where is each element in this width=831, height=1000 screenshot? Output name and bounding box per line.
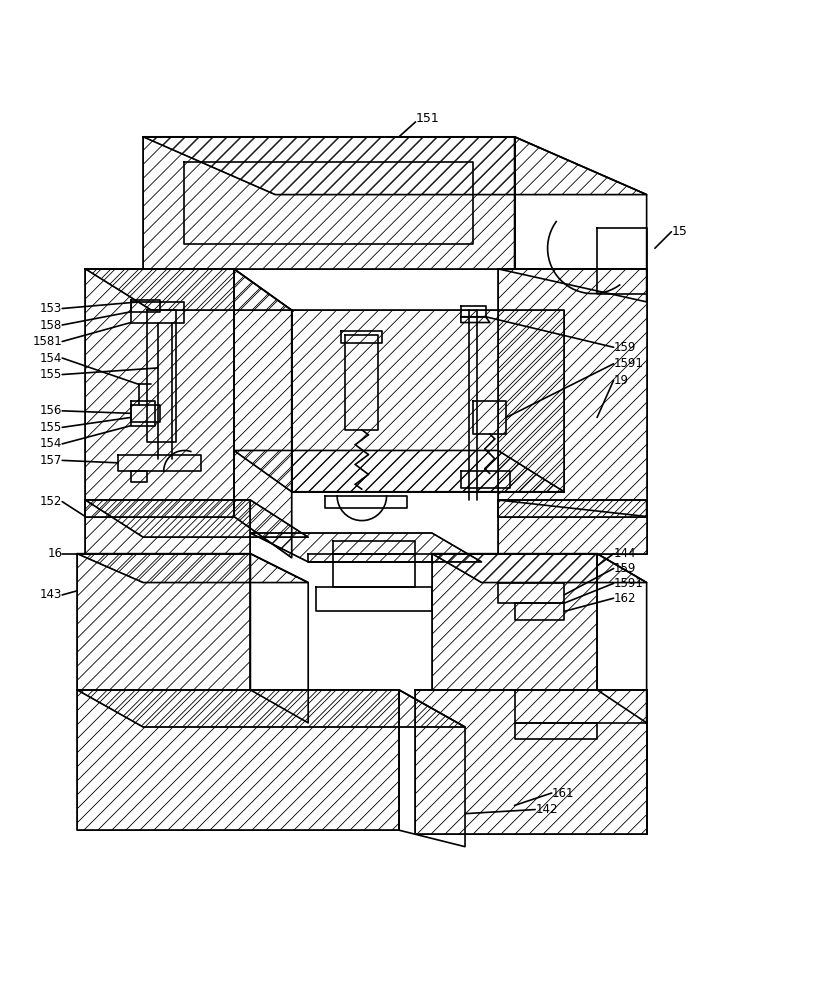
Polygon shape <box>77 690 465 727</box>
Text: 151: 151 <box>416 112 440 125</box>
Polygon shape <box>86 500 250 554</box>
Polygon shape <box>77 554 308 583</box>
Polygon shape <box>250 533 481 562</box>
Text: 1591: 1591 <box>613 357 643 370</box>
Text: 154: 154 <box>40 437 62 450</box>
Polygon shape <box>86 500 308 537</box>
Text: 161: 161 <box>552 787 574 800</box>
Polygon shape <box>498 500 647 554</box>
Text: 142: 142 <box>535 803 558 816</box>
Text: 162: 162 <box>613 592 636 605</box>
Polygon shape <box>292 310 564 492</box>
Polygon shape <box>498 269 647 517</box>
Text: 152: 152 <box>40 495 62 508</box>
Polygon shape <box>143 137 514 269</box>
Text: 155: 155 <box>40 421 62 434</box>
Polygon shape <box>432 554 647 583</box>
Text: 158: 158 <box>40 319 62 332</box>
Polygon shape <box>86 269 234 517</box>
Text: 156: 156 <box>40 404 62 417</box>
Text: 15: 15 <box>671 225 687 238</box>
Polygon shape <box>143 137 647 195</box>
Text: 155: 155 <box>40 368 62 381</box>
Polygon shape <box>77 690 399 830</box>
Text: 159: 159 <box>613 341 636 354</box>
Text: 153: 153 <box>40 302 62 315</box>
Text: 1591: 1591 <box>613 577 643 590</box>
Text: 159: 159 <box>613 562 636 575</box>
Text: 143: 143 <box>40 588 62 601</box>
Polygon shape <box>86 269 292 310</box>
Polygon shape <box>77 554 250 690</box>
Text: 157: 157 <box>40 454 62 467</box>
Text: 154: 154 <box>40 352 62 365</box>
Text: 144: 144 <box>613 547 636 560</box>
Polygon shape <box>234 269 292 558</box>
Text: 16: 16 <box>47 547 62 560</box>
Polygon shape <box>234 450 564 492</box>
Text: 1581: 1581 <box>32 335 62 348</box>
Text: 19: 19 <box>613 374 628 387</box>
Polygon shape <box>432 554 597 690</box>
Polygon shape <box>416 690 647 834</box>
